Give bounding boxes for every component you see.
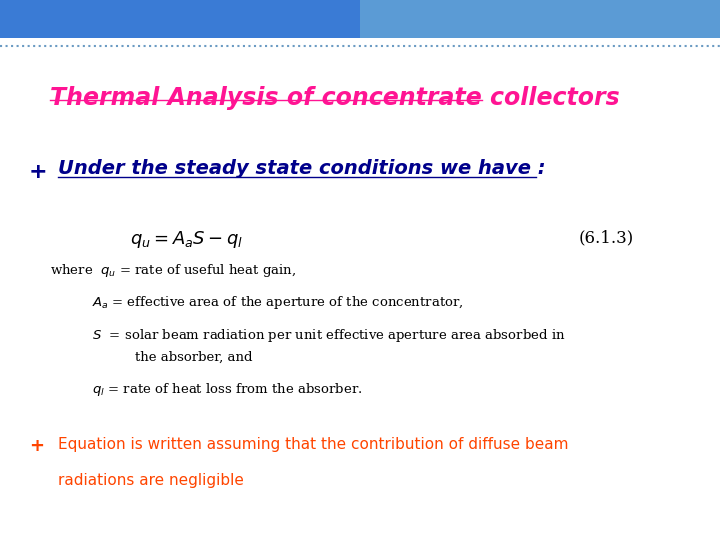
Text: +: +: [29, 162, 48, 182]
FancyBboxPatch shape: [0, 0, 720, 38]
Text: $S$  = solar beam radiation per unit effective aperture area absorbed in: $S$ = solar beam radiation per unit effe…: [50, 327, 566, 343]
Text: $q_l$ = rate of heat loss from the absorber.: $q_l$ = rate of heat loss from the absor…: [50, 381, 363, 397]
Text: Under the steady state conditions we have :: Under the steady state conditions we hav…: [58, 159, 545, 178]
Text: $A_a$ = effective area of the aperture of the concentrator,: $A_a$ = effective area of the aperture o…: [50, 294, 464, 311]
Text: Thermal Analysis of concentrate collectors: Thermal Analysis of concentrate collecto…: [50, 86, 620, 110]
Text: +: +: [29, 437, 44, 455]
Text: (6.1.3): (6.1.3): [578, 230, 634, 246]
Text: Equation is written assuming that the contribution of diffuse beam: Equation is written assuming that the co…: [58, 437, 568, 453]
Text: the absorber, and: the absorber, and: [50, 351, 253, 364]
Text: where  $q_u$ = rate of useful heat gain,: where $q_u$ = rate of useful heat gain,: [50, 262, 297, 279]
Text: radiations are negligible: radiations are negligible: [58, 472, 243, 488]
Text: $q_u = A_a S - q_l$: $q_u = A_a S - q_l$: [130, 230, 243, 251]
FancyBboxPatch shape: [360, 0, 720, 38]
